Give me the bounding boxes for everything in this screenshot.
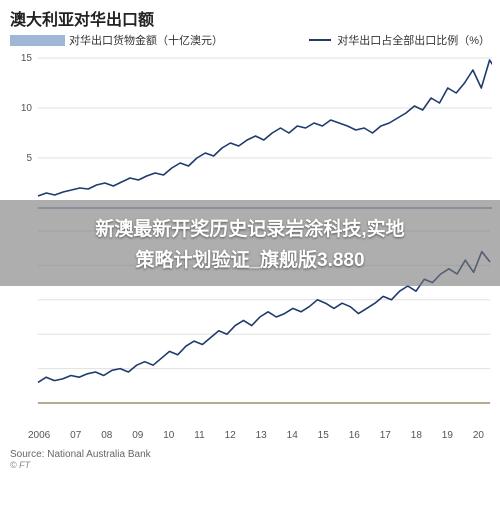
- x-tick-label: 20: [473, 430, 484, 441]
- legend-right: 对华出口占全部出口比例（%）: [309, 32, 490, 48]
- legend-label-percent: 对华出口占全部出口比例（%）: [337, 32, 490, 48]
- legend-dash-percent: [309, 39, 331, 41]
- legend-row: 对华出口货物金额（十亿澳元） 对华出口占全部出口比例（%）: [0, 30, 500, 48]
- x-tick-label: 19: [442, 430, 453, 441]
- source-text: Source: National Australia Bank: [0, 441, 500, 460]
- x-tick-label: 15: [318, 430, 329, 441]
- x-tick-label: 07: [70, 430, 81, 441]
- copyright-text: © FT: [0, 460, 500, 476]
- x-tick-label: 17: [380, 430, 391, 441]
- overlay-line2: 策略计划验证_旗舰版3.880: [10, 245, 490, 272]
- overlay-line1: 新澳最新开奖历史记录岩涂科技,实地: [10, 214, 490, 241]
- x-tick-label: 11: [194, 430, 204, 441]
- x-axis-labels: 2006 07 08 09 10 11 12 13 14 15 16 17 18 19 20: [0, 428, 500, 441]
- x-tick-label: 09: [132, 430, 143, 441]
- title-row: 澳大利亚对华出口额: [0, 0, 500, 30]
- x-tick-label: 18: [411, 430, 422, 441]
- x-tick-label: 2006: [28, 430, 50, 441]
- figure-container: 澳大利亚对华出口额 对华出口货物金额（十亿澳元） 对华出口占全部出口比例（%） …: [0, 0, 500, 476]
- x-tick-label: 13: [256, 430, 267, 441]
- legend-label-export: 对华出口货物金额（十亿澳元）: [69, 32, 223, 48]
- svg-text:10: 10: [21, 103, 33, 114]
- chart-top-wrap: 5 10 15: [0, 48, 500, 223]
- overlay-banner: 新澳最新开奖历史记录岩涂科技,实地 策略计划验证_旗舰版3.880: [0, 200, 500, 286]
- svg-text:5: 5: [26, 153, 32, 164]
- x-tick-label: 12: [225, 430, 236, 441]
- x-tick-label: 08: [101, 430, 112, 441]
- x-tick-label: 16: [349, 430, 360, 441]
- chart-title: 澳大利亚对华出口额: [10, 6, 154, 30]
- legend-swatch-export: [10, 35, 65, 46]
- chart-top: 5 10 15: [8, 48, 492, 223]
- svg-text:15: 15: [21, 53, 33, 64]
- x-tick-label: 14: [287, 430, 298, 441]
- x-tick-label: 10: [163, 430, 174, 441]
